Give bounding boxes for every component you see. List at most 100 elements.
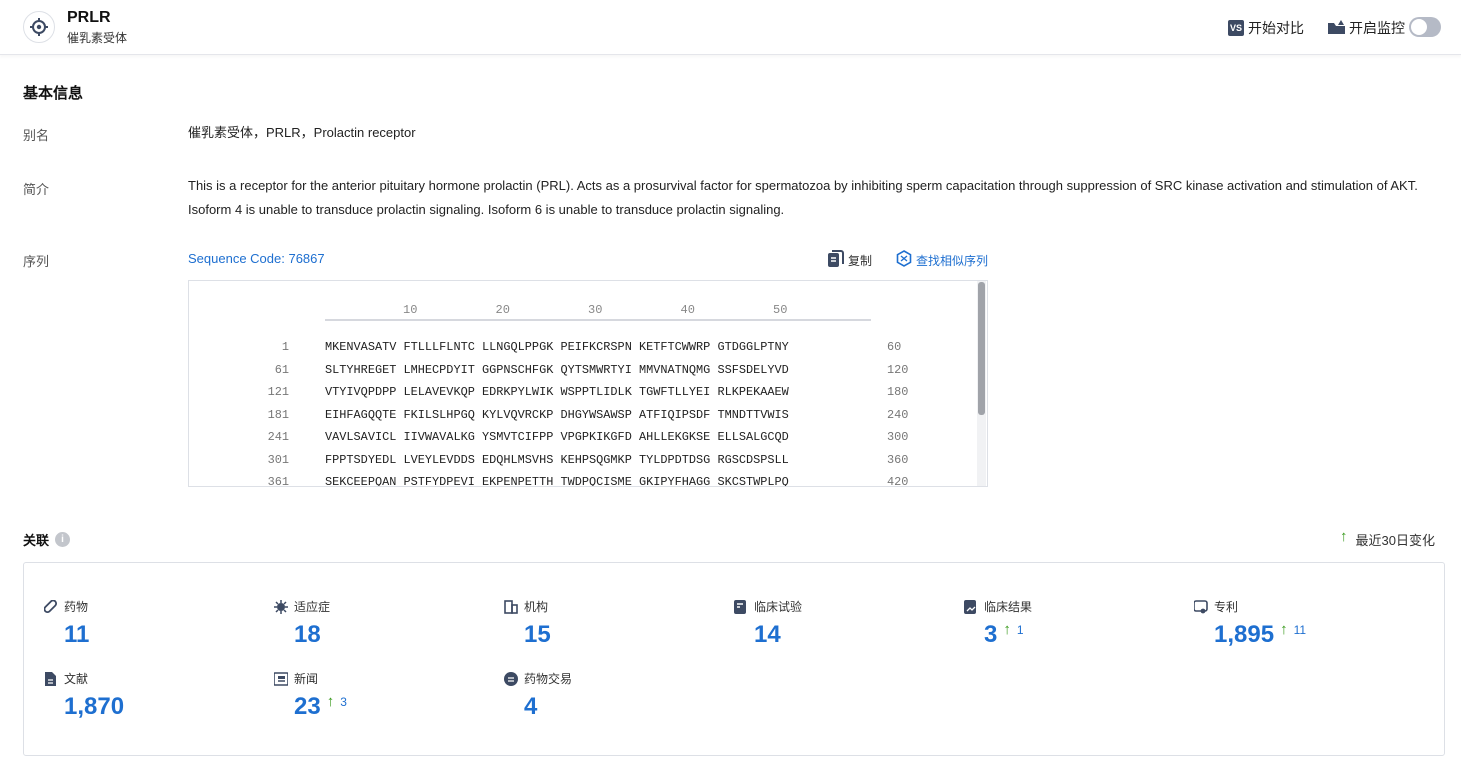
page-title: PRLR bbox=[67, 9, 111, 26]
document-icon bbox=[45, 671, 56, 686]
sequence-row: 361 SEKCEEPQAN PSTFYDPEVI EKPENPETTH TWDP… bbox=[189, 475, 969, 487]
ruler-tick: 10 bbox=[403, 303, 418, 317]
sequence-row: 301 FPPTSDYEDL LVEYLEVDDS EDQHLMSVHS KEHP… bbox=[189, 453, 969, 473]
hexagon-icon bbox=[896, 250, 912, 270]
row-sequence: SEKCEEPQAN PSTFYDPEVI EKPENPETTH TWDPQCI… bbox=[325, 475, 789, 487]
ruler-tick: 50 bbox=[773, 303, 788, 317]
row-start: 361 bbox=[267, 475, 289, 487]
monitor-icon bbox=[1328, 19, 1345, 37]
summary-value: This is a receptor for the anterior pitu… bbox=[188, 178, 1418, 217]
stat-label: 临床结果 bbox=[984, 600, 1033, 614]
stat-value[interactable]: 23 bbox=[294, 693, 321, 720]
stat-label: 药物交易 bbox=[524, 672, 573, 686]
arrow-up-icon: ↑ bbox=[1340, 528, 1348, 545]
vs-icon: VS bbox=[1228, 20, 1244, 36]
arrow-up-icon: ↑ bbox=[326, 693, 335, 710]
row-end: 360 bbox=[887, 452, 909, 467]
stat-value[interactable]: 18 bbox=[294, 621, 321, 648]
compare-label: 开始对比 bbox=[1248, 20, 1304, 36]
sequence-code-link[interactable]: Sequence Code: 76867 bbox=[188, 251, 325, 266]
row-sequence: VTYIVQPDPP LELAVEVKQP EDRKPYLWIK WSPPTLI… bbox=[325, 385, 789, 399]
copy-label: 复制 bbox=[848, 253, 873, 268]
alias-label: 别名 bbox=[23, 128, 50, 143]
stat-label: 临床试验 bbox=[754, 600, 803, 614]
deal-icon bbox=[504, 671, 518, 686]
row-start: 301 bbox=[267, 452, 289, 467]
stat-patent[interactable]: 专利 1,895 ↑ 11 bbox=[1194, 598, 1414, 649]
target-icon bbox=[23, 11, 55, 43]
stat-deal[interactable]: 药物交易 4 bbox=[504, 670, 724, 721]
news-icon bbox=[274, 671, 288, 686]
row-start: 1 bbox=[281, 340, 289, 354]
stat-virus[interactable]: 适应症 18 bbox=[274, 598, 494, 649]
header: PRLR 催乳素受体 VS 开始对比 开启监控 bbox=[0, 0, 1461, 55]
page-subtitle: 催乳素受体 bbox=[67, 31, 128, 45]
sequence-row: 1 MKENVASATV FTLLLFLNTC LLNGQLPPGK PEIFKC… bbox=[189, 340, 969, 360]
recent-change-legend: ↑ 最近30日变化 bbox=[1340, 528, 1435, 549]
stat-value[interactable]: 14 bbox=[754, 621, 781, 648]
related-title: 关联 i bbox=[23, 530, 71, 549]
stat-label: 机构 bbox=[524, 600, 549, 614]
row-sequence: MKENVASATV FTLLLFLNTC LLNGQLPPGK PEIFKCR… bbox=[325, 340, 789, 354]
patent-icon bbox=[1194, 599, 1208, 613]
stat-label: 新闻 bbox=[294, 672, 319, 686]
find-similar-button[interactable]: 查找相似序列 bbox=[896, 250, 988, 270]
sequence-row: 181 EIHFAGQQTE FKILSLHPGQ KYLVQVRCKP DHGY… bbox=[189, 408, 969, 428]
ruler-line bbox=[325, 319, 871, 321]
monitor-label: 开启监控 bbox=[1349, 20, 1405, 36]
stat-clinical-result[interactable]: 临床结果 3 ↑ 1 bbox=[964, 598, 1184, 649]
clinical-trial-icon bbox=[734, 599, 746, 614]
stat-value[interactable]: 11 bbox=[64, 621, 90, 648]
alias-value: 催乳素受体，PRLR，Prolactin receptor bbox=[188, 125, 416, 140]
copy-button[interactable]: 复制 bbox=[828, 250, 872, 270]
summary-label: 简介 bbox=[23, 182, 50, 197]
stat-value[interactable]: 1,895 bbox=[1214, 621, 1275, 648]
stat-value[interactable]: 4 bbox=[524, 693, 538, 720]
compare-button[interactable]: VS 开始对比 bbox=[1228, 18, 1304, 38]
stat-document[interactable]: 文献 1,870 bbox=[44, 670, 264, 721]
basic-info-title: 基本信息 bbox=[23, 85, 84, 102]
stat-pill[interactable]: 药物 11 bbox=[44, 598, 264, 649]
related-stats-card: 药物 11 适应症 18 机构 15 临床试验 14 临床结果 3 ↑ 1 专利 1,895 ↑… bbox=[23, 562, 1445, 756]
arrow-up-icon: ↑ bbox=[1280, 621, 1288, 638]
row-end: 120 bbox=[887, 362, 909, 377]
monitor-button[interactable]: 开启监控 bbox=[1328, 18, 1405, 38]
stat-value[interactable]: 3 bbox=[984, 621, 998, 648]
monitor-toggle[interactable] bbox=[1409, 17, 1441, 37]
row-end: 180 bbox=[887, 385, 909, 399]
sequence-label: 序列 bbox=[23, 254, 50, 269]
arrow-up-icon: ↑ bbox=[1003, 621, 1011, 638]
info-icon[interactable]: i bbox=[55, 532, 71, 547]
building-icon bbox=[504, 599, 518, 614]
row-start: 241 bbox=[267, 430, 289, 444]
stat-label: 药物 bbox=[64, 600, 89, 614]
stat-label: 专利 bbox=[1214, 600, 1239, 614]
ruler-tick: 30 bbox=[588, 303, 603, 317]
ruler-tick: 40 bbox=[680, 303, 695, 317]
row-end: 240 bbox=[887, 407, 909, 422]
sequence-row: 241 VAVLSAVICL IIVWAVALKG YSMVTCIFPP VPGP… bbox=[189, 430, 969, 450]
scrollbar[interactable] bbox=[977, 281, 986, 486]
sequence-viewer: 10 20 30 40 50 1 MKENVASATV FTLLLFLNTC LLNGQL… bbox=[188, 280, 988, 487]
recent-change-label: 最近30日变化 bbox=[1355, 533, 1435, 548]
find-similar-label: 查找相似序列 bbox=[916, 253, 989, 268]
sequence-row: 61 SLTYHREGET LMHECPDYIT GGPNSCHFGK QYTSM… bbox=[189, 363, 969, 383]
row-end: 420 bbox=[887, 475, 909, 487]
row-start: 61 bbox=[274, 362, 289, 377]
row-sequence: SLTYHREGET LMHECPDYIT GGPNSCHFGK QYTSMWR… bbox=[325, 362, 789, 377]
stat-value[interactable]: 15 bbox=[524, 621, 551, 648]
clinical-result-icon bbox=[964, 599, 976, 614]
stat-delta: 11 bbox=[1293, 623, 1307, 637]
stat-clinical-trial[interactable]: 临床试验 14 bbox=[734, 598, 954, 649]
row-start: 181 bbox=[267, 407, 289, 422]
row-sequence: FPPTSDYEDL LVEYLEVDDS EDQHLMSVHS KEHPSQG… bbox=[325, 452, 789, 467]
copy-icon bbox=[828, 250, 844, 270]
sequence-row: 121 VTYIVQPDPP LELAVEVKQP EDRKPYLWIK WSPP… bbox=[189, 385, 969, 405]
stat-building[interactable]: 机构 15 bbox=[504, 598, 724, 649]
row-sequence: EIHFAGQQTE FKILSLHPGQ KYLVQVRCKP DHGYWSA… bbox=[325, 407, 789, 422]
stat-label: 文献 bbox=[64, 672, 89, 686]
stat-news[interactable]: 新闻 23 ↑ 3 bbox=[274, 670, 494, 721]
row-start: 121 bbox=[267, 385, 289, 399]
stat-value[interactable]: 1,870 bbox=[64, 693, 125, 720]
stat-delta: 1 bbox=[1016, 623, 1024, 637]
